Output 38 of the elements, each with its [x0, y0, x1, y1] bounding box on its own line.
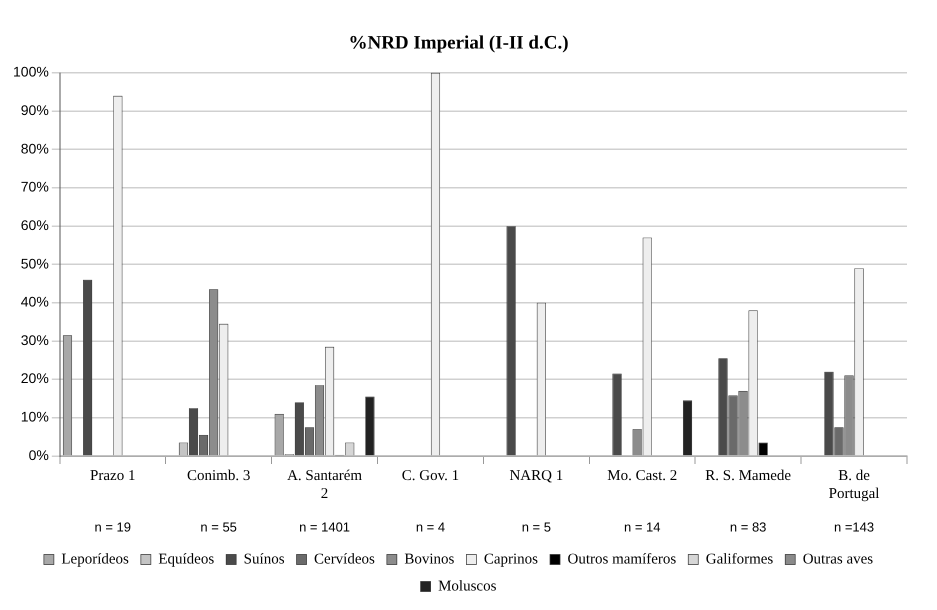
legend-label: Moluscos	[438, 578, 497, 594]
text: n = 14	[624, 520, 661, 535]
text: n = 4	[416, 520, 446, 535]
y-tick-label: 30%	[20, 332, 49, 348]
legend-label: Suínos	[244, 551, 285, 568]
y-tick-label: 80%	[20, 140, 49, 156]
text: n = 5	[522, 520, 551, 535]
y-tick-label: 20%	[20, 370, 49, 386]
y-tick-label: 40%	[20, 294, 49, 310]
x-tick-label: Prazo 1	[90, 468, 136, 484]
y-tick-label: 100%	[12, 64, 49, 80]
text: n = 83	[730, 520, 766, 535]
legend-label: Galiformes	[706, 551, 774, 568]
legend-label: Cervídeos	[314, 551, 376, 568]
legend-label: Outros mamíferos	[568, 551, 676, 568]
x-tick-label: Mo. Cast. 2	[607, 468, 678, 484]
x-tick-label: R. S. Mamede	[705, 468, 792, 484]
x-tick-label: B. de Portugal	[828, 468, 880, 502]
y-tick-label: 0%	[28, 446, 49, 463]
legend-label: Caprinos	[484, 551, 538, 568]
y-tick-label: 60%	[20, 216, 49, 233]
text: n = 19	[94, 520, 132, 535]
text: n = 1401	[299, 520, 350, 535]
x-tick-label: C. Gov. 1	[402, 468, 460, 484]
x-tick-label: A. Santarém 2	[287, 468, 362, 502]
legend-label: Bovinos	[404, 551, 455, 568]
y-tick-label: 50%	[20, 255, 49, 272]
legend-label: Leporídeos	[61, 551, 130, 568]
y-tick-label: 10%	[20, 408, 49, 425]
x-tick-label: Conimb. 3	[186, 468, 250, 484]
y-tick-label: 90%	[20, 102, 49, 118]
legend-label: Outras aves	[802, 551, 874, 568]
text: n =143	[834, 520, 874, 535]
legend-label: Equídeos	[158, 551, 214, 568]
chart-title: %NRD Imperial (I-II d.C.)	[348, 32, 569, 54]
y-tick-label: 70%	[20, 178, 49, 195]
text: n = 55	[200, 520, 237, 535]
x-tick-label: NARQ 1	[509, 468, 564, 484]
